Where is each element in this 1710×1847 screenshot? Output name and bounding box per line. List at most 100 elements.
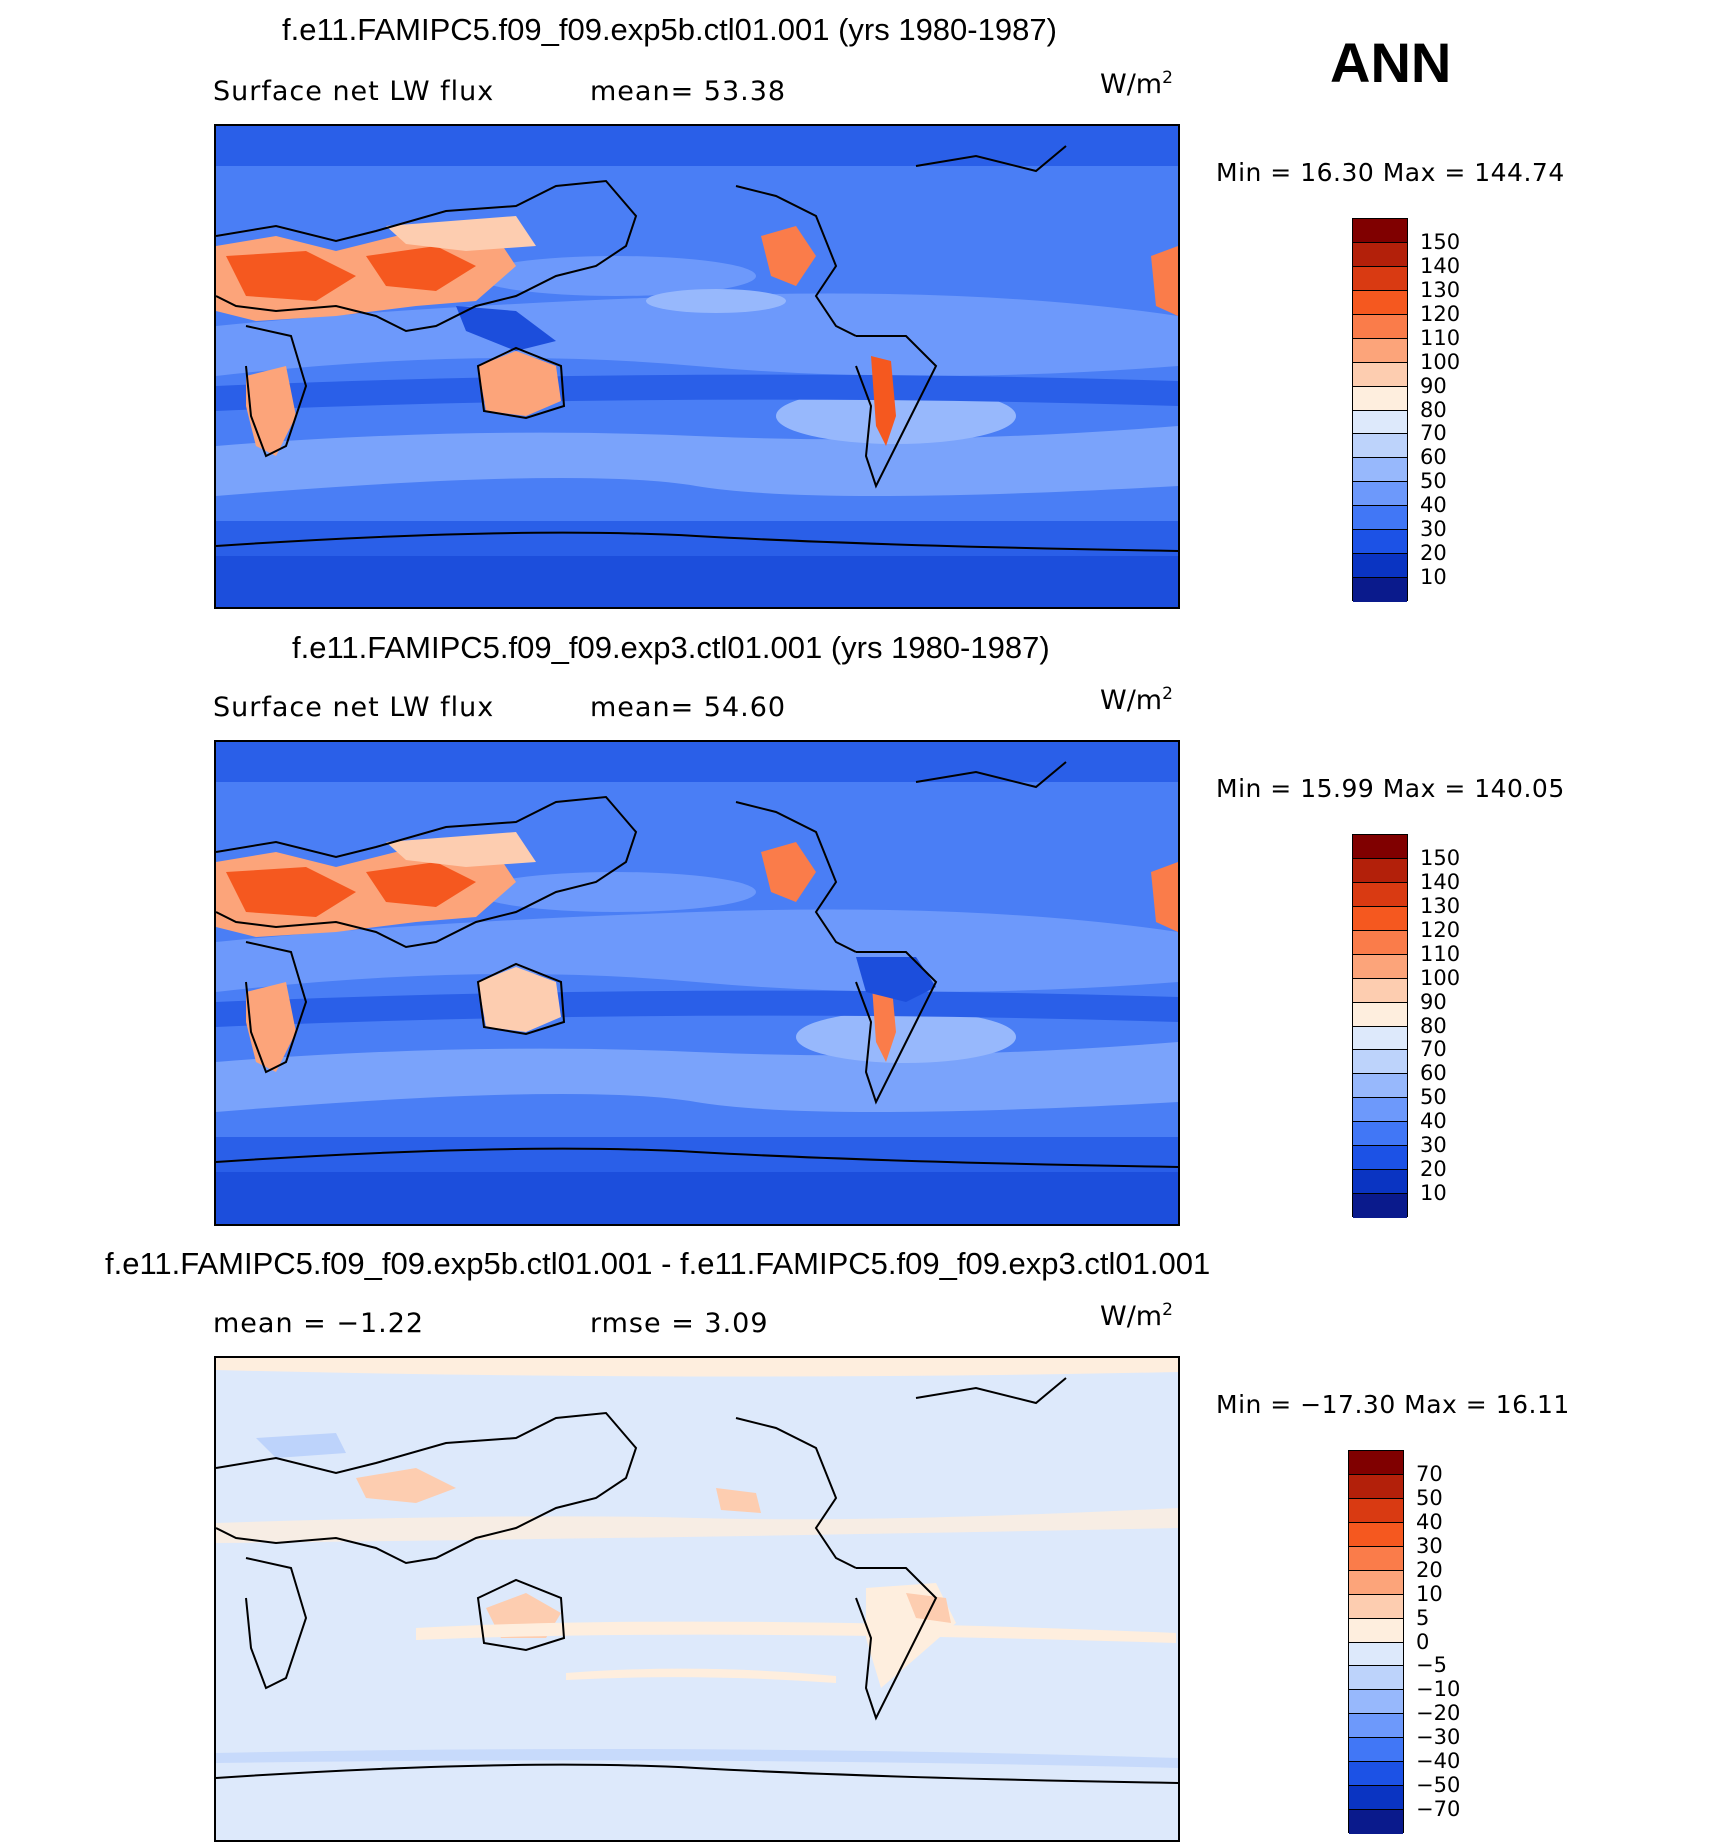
colorbar-swatch	[1353, 434, 1407, 459]
colorbar-swatch	[1349, 1786, 1403, 1811]
colorbar-swatch	[1353, 482, 1407, 507]
colorbar-swatch	[1349, 1810, 1403, 1834]
colorbar-label: 110	[1420, 941, 1461, 966]
colorbar-label: −10	[1416, 1677, 1461, 1702]
colorbar-label: 80	[1420, 1013, 1447, 1038]
panel-2-mean: mean= 54.60	[590, 692, 787, 723]
colorbar-swatch	[1349, 1570, 1403, 1595]
panel-2-variable-label: Surface net LW flux	[213, 692, 495, 723]
colorbar-swatch	[1353, 1194, 1407, 1218]
colorbar-label: 120	[1420, 917, 1461, 942]
colorbar-swatch	[1349, 1714, 1403, 1739]
colorbar-label: 90	[1420, 373, 1447, 398]
colorbar-label: 40	[1416, 1509, 1443, 1534]
colorbar-swatch	[1349, 1762, 1403, 1787]
colorbar-label: −20	[1416, 1701, 1461, 1726]
colorbar-label: 50	[1416, 1485, 1443, 1510]
panel-2-minmax: Min = 15.99 Max = 140.05	[1216, 774, 1565, 803]
colorbar-label: 110	[1420, 325, 1461, 350]
colorbar-swatch	[1353, 530, 1407, 555]
colorbar-swatch	[1349, 1498, 1403, 1523]
colorbar-swatch	[1353, 1146, 1407, 1171]
colorbar-swatch	[1353, 338, 1407, 363]
colorbar-swatch	[1353, 1026, 1407, 1051]
colorbar-label: −5	[1416, 1653, 1447, 1678]
colorbar-label: 120	[1420, 301, 1461, 326]
colorbar-label: −40	[1416, 1749, 1461, 1774]
colorbar-label: 10	[1420, 565, 1447, 590]
colorbar-swatch	[1349, 1666, 1403, 1691]
panel-1-title: f.e11.FAMIPC5.f09_f09.exp5b.ctl01.001 (y…	[282, 12, 1057, 47]
colorbar-label: 60	[1420, 1061, 1447, 1086]
colorbar-swatch	[1353, 1002, 1407, 1027]
colorbar-label: 150	[1420, 845, 1461, 870]
colorbar-label: 100	[1420, 349, 1461, 374]
colorbar-label: 20	[1420, 1157, 1447, 1182]
colorbar-swatch	[1349, 1642, 1403, 1667]
colorbar-label: 30	[1416, 1533, 1443, 1558]
panel-3-colorbar	[1348, 1450, 1404, 1834]
colorbar-label: 10	[1416, 1581, 1443, 1606]
colorbar-swatch	[1353, 578, 1407, 602]
colorbar-label: 150	[1420, 229, 1461, 254]
colorbar-swatch	[1349, 1618, 1403, 1643]
season-label: ANN	[1330, 31, 1452, 94]
colorbar-swatch	[1353, 314, 1407, 339]
colorbar-swatch	[1353, 1074, 1407, 1099]
panel-1-mean: mean= 53.38	[590, 76, 787, 107]
panel-2-map	[214, 740, 1180, 1226]
colorbar-swatch	[1353, 506, 1407, 531]
colorbar-swatch	[1353, 266, 1407, 291]
colorbar-label: 90	[1420, 989, 1447, 1014]
colorbar-label: 30	[1420, 1133, 1447, 1158]
colorbar-swatch	[1353, 954, 1407, 979]
panel-3-minmax: Min = −17.30 Max = 16.11	[1216, 1390, 1570, 1419]
colorbar-swatch	[1353, 930, 1407, 955]
colorbar-swatch	[1353, 906, 1407, 931]
colorbar-label: 5	[1416, 1605, 1430, 1630]
colorbar-label: 50	[1420, 469, 1447, 494]
colorbar-swatch	[1353, 554, 1407, 579]
colorbar-label: −30	[1416, 1725, 1461, 1750]
colorbar-label: 70	[1420, 1037, 1447, 1062]
panel-1-units: W/m2	[1100, 68, 1173, 100]
colorbar-swatch	[1353, 242, 1407, 267]
colorbar-swatch	[1353, 882, 1407, 907]
colorbar-swatch	[1353, 1050, 1407, 1075]
panel-1-variable-label: Surface net LW flux	[213, 76, 495, 107]
panel-2-title: f.e11.FAMIPC5.f09_f09.exp3.ctl01.001 (yr…	[292, 630, 1050, 665]
colorbar-swatch	[1349, 1546, 1403, 1571]
colorbar-label: 40	[1420, 493, 1447, 518]
colorbar-swatch	[1349, 1474, 1403, 1499]
colorbar-swatch	[1353, 386, 1407, 411]
panel-3-mean: mean = −1.22	[213, 1308, 425, 1339]
colorbar-label: 130	[1420, 893, 1461, 918]
colorbar-swatch	[1353, 978, 1407, 1003]
colorbar-swatch	[1353, 1098, 1407, 1123]
panel-1-colorbar	[1352, 218, 1408, 602]
colorbar-label: 80	[1420, 397, 1447, 422]
panel-1-map	[214, 124, 1180, 609]
colorbar-swatch	[1353, 410, 1407, 435]
colorbar-label: 70	[1420, 421, 1447, 446]
colorbar-label: 20	[1420, 541, 1447, 566]
colorbar-label: 10	[1420, 1181, 1447, 1206]
colorbar-label: 60	[1420, 445, 1447, 470]
colorbar-swatch	[1353, 219, 1407, 243]
colorbar-swatch	[1353, 1170, 1407, 1195]
panel-3-map	[214, 1356, 1180, 1842]
colorbar-swatch	[1353, 362, 1407, 387]
colorbar-swatch	[1349, 1451, 1403, 1475]
colorbar-swatch	[1353, 458, 1407, 483]
colorbar-label: −70	[1416, 1797, 1461, 1822]
panel-3-rmse: rmse = 3.09	[590, 1308, 769, 1339]
colorbar-label: 40	[1420, 1109, 1447, 1134]
colorbar-label: −50	[1416, 1773, 1461, 1798]
colorbar-label: 130	[1420, 277, 1461, 302]
colorbar-swatch	[1349, 1690, 1403, 1715]
colorbar-swatch	[1349, 1594, 1403, 1619]
colorbar-label: 100	[1420, 965, 1461, 990]
colorbar-label: 70	[1416, 1461, 1443, 1486]
colorbar-label: 140	[1420, 253, 1461, 278]
panel-2-units: W/m2	[1100, 684, 1173, 716]
